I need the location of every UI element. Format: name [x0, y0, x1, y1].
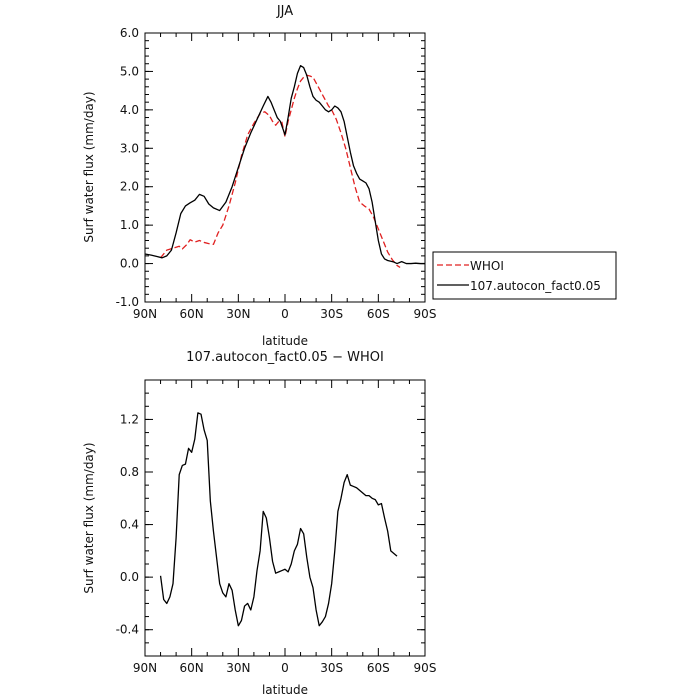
plot-frame	[144, 32, 426, 303]
y-tick-label: -0.4	[116, 623, 139, 637]
x-axis: 90N 60N 30N 0 30S 60S 90S	[133, 33, 437, 321]
series-line-1	[160, 74, 401, 268]
x-tick-label: 30N	[226, 307, 250, 321]
x-tick-label: 30S	[320, 661, 343, 675]
chart-title: JJA	[276, 4, 293, 19]
y-tick-label: 3.0	[120, 141, 139, 155]
x-tick-label: 30S	[320, 307, 343, 321]
y-tick-label: 0.0	[120, 257, 139, 271]
chart-difference: 107.autocon_fact0.05 − WHOI 90N 60N 30N 0 30…	[82, 350, 436, 697]
x-tick-label: 90S	[414, 661, 437, 675]
y-tick-label: 0.8	[120, 465, 139, 479]
y-tick-label: 0.0	[120, 570, 139, 584]
y-tick-label: 5.0	[120, 64, 139, 78]
series-group	[159, 412, 398, 627]
series-group	[144, 65, 425, 268]
legend-box	[432, 251, 617, 300]
legend: WHOI 107.autocon_fact0.05	[432, 251, 617, 300]
x-tick-label: 60S	[367, 661, 390, 675]
y-tick-label: 6.0	[120, 26, 139, 40]
y-axis-label: Surf water flux (mm/day)	[82, 91, 96, 242]
legend-label-whoi: WHOI	[470, 259, 504, 273]
y-axis-label: Surf water flux (mm/day)	[82, 442, 96, 593]
x-tick-label: 90N	[133, 661, 157, 675]
legend-label-model: 107.autocon_fact0.05	[470, 279, 601, 293]
x-tick-label: 0	[281, 307, 289, 321]
chart-title: 107.autocon_fact0.05 − WHOI	[186, 350, 384, 365]
x-axis-label: latitude	[262, 683, 308, 697]
chart-jja: JJA 90N 60N 30N 0 30S 60S 90S -1.0 0.0 1.0 2.0 3.0…	[82, 4, 617, 348]
y-tick-label: 0.4	[120, 518, 139, 532]
x-tick-label: 30N	[226, 661, 250, 675]
x-axis-label: latitude	[262, 334, 308, 348]
x-tick-label: 90N	[133, 307, 157, 321]
x-tick-label: 60N	[180, 307, 204, 321]
x-axis: 90N 60N 30N 0 30S 60S 90S	[133, 380, 437, 675]
x-tick-label: 0	[281, 661, 289, 675]
x-tick-label: 60S	[367, 307, 390, 321]
series-line-1	[159, 412, 398, 627]
y-tick-label: 1.2	[120, 412, 139, 426]
x-tick-label: 60N	[180, 661, 204, 675]
y-tick-label: -1.0	[116, 295, 139, 309]
y-axis: -1.0 0.0 1.0 2.0 3.0 4.0 5.0 6.0	[116, 26, 425, 309]
y-tick-label: 4.0	[120, 103, 139, 117]
plot-frame	[144, 379, 426, 657]
x-tick-label: 90S	[414, 307, 437, 321]
series-line-2	[144, 65, 425, 265]
y-tick-label: 2.0	[120, 180, 139, 194]
y-tick-label: 1.0	[120, 218, 139, 232]
y-axis: -0.4 0.0 0.4 0.8 1.2	[116, 379, 425, 657]
